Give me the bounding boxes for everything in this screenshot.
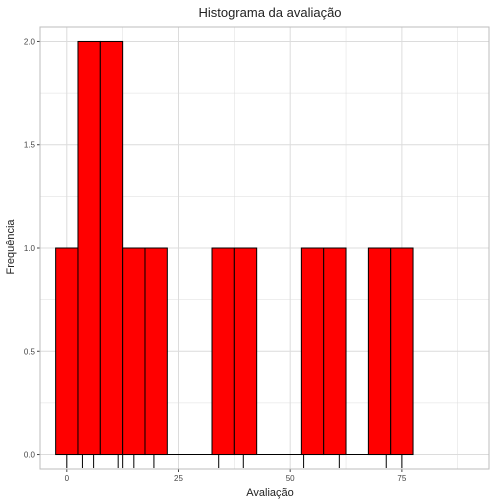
x-tick-label: 25	[174, 474, 183, 483]
histogram-bar	[122, 247, 146, 456]
histogram-bar	[77, 40, 101, 456]
y-tick-label: 1.0	[24, 244, 36, 253]
x-axis-title: Avaliação	[246, 487, 294, 499]
y-tick-label: 1.5	[24, 141, 36, 150]
x-tick-label: 0	[65, 474, 70, 483]
y-tick-label: 0.0	[24, 451, 36, 460]
histogram-bar	[367, 247, 392, 456]
histogram-bar	[144, 247, 168, 456]
y-tick-label: 2.0	[24, 37, 36, 46]
rug-marks	[66, 455, 403, 468]
y-tick-label: 0.5	[24, 347, 36, 356]
y-axis-title: Frequência	[5, 219, 17, 275]
x-tick-label: 75	[397, 474, 406, 483]
bars	[55, 40, 414, 456]
histogram-bar	[211, 247, 235, 456]
axes: 0.0 0.5 1.0 1.5 2.0 0 25 50 75	[24, 37, 407, 483]
histogram-bar	[233, 247, 258, 456]
histogram-bar	[390, 247, 414, 456]
x-tick-label: 50	[286, 474, 295, 483]
histogram-bar	[55, 247, 79, 456]
histogram-bar	[300, 247, 325, 456]
histogram-bar	[323, 247, 347, 456]
histogram-bar	[99, 40, 124, 456]
chart-title: Histograma da avaliação	[198, 5, 341, 20]
plot-panel-border	[39, 26, 490, 470]
